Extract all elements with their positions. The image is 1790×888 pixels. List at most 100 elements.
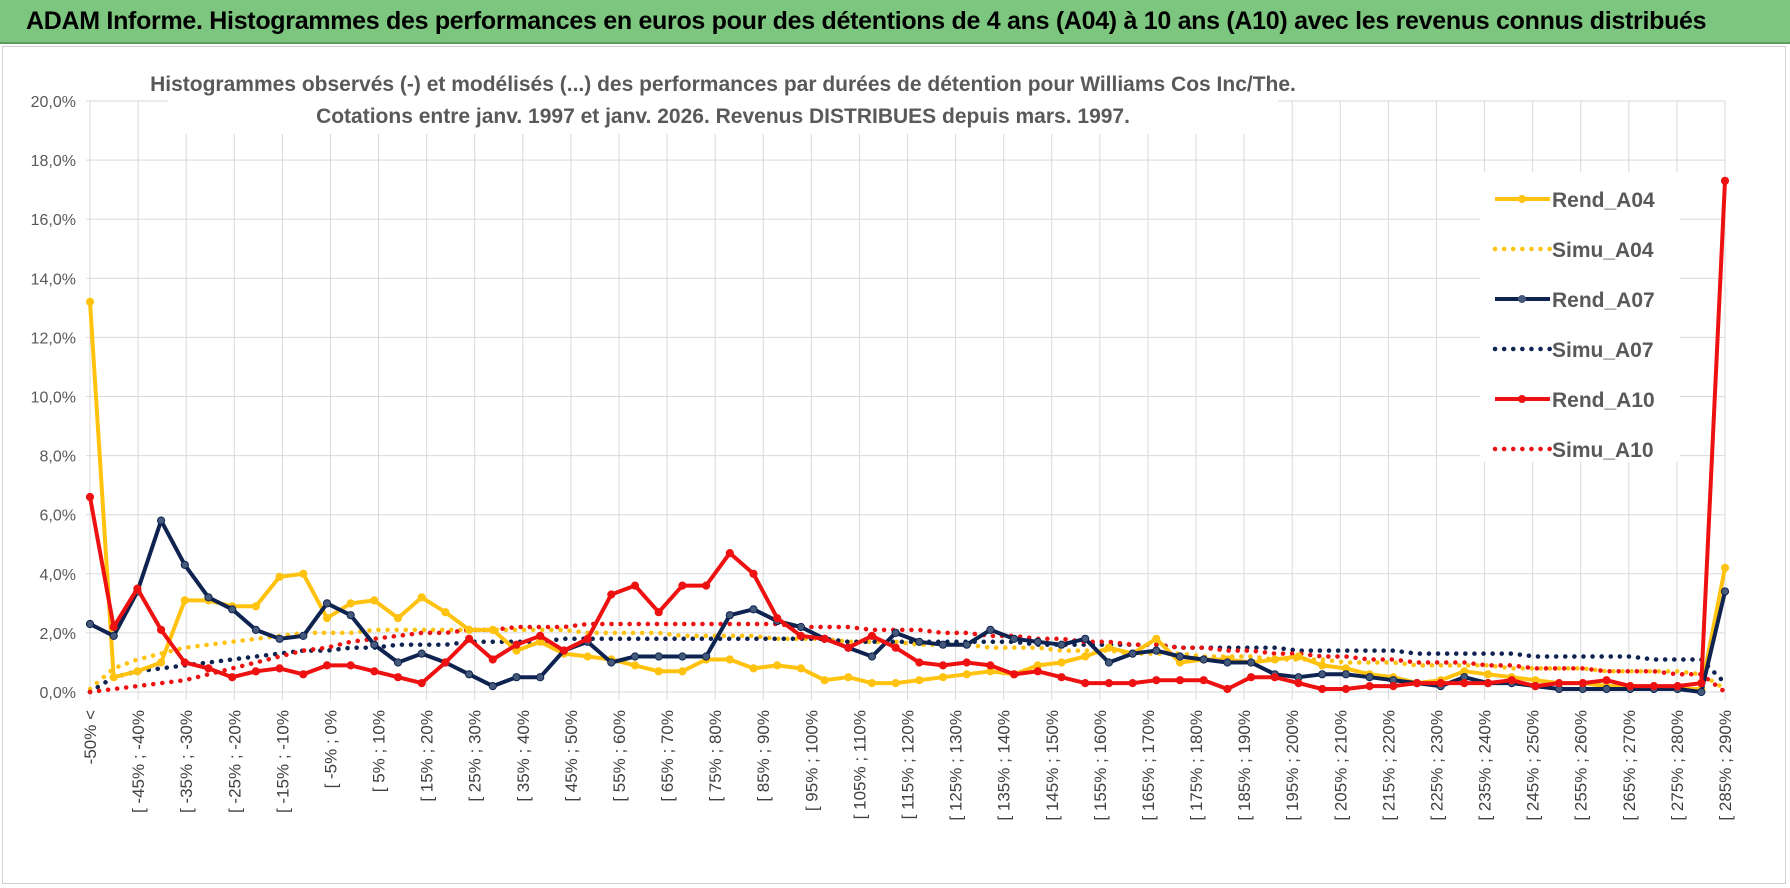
series-rend_a10-point <box>1412 679 1422 688</box>
series-rend_a04-point <box>1057 658 1066 667</box>
series-rend_a10-point <box>559 646 569 655</box>
series-rend_a04-point <box>820 676 829 685</box>
series-rend_a04-point <box>393 614 403 623</box>
series-rend_a04-point <box>938 673 948 682</box>
x-tick-label: [ 165% ; 170% <box>1139 710 1158 821</box>
series-rend_a10-point <box>204 664 213 673</box>
series-rend_a04-point <box>133 667 142 676</box>
y-tick-label: 10,0% <box>31 390 76 407</box>
series-rend_a07-point <box>1318 670 1327 679</box>
series-rend_a07-point <box>607 658 616 667</box>
series-rend_a10-point <box>962 658 971 667</box>
series-rend_a10-point <box>1081 679 1090 688</box>
series-rend_a04-point <box>157 658 166 667</box>
y-tick-label: 0,0% <box>40 685 76 702</box>
x-tick-label: [ 65% ; 70% <box>658 710 677 802</box>
series-rend_a10-point <box>1341 684 1351 694</box>
series-rend_a07-point <box>109 631 118 641</box>
series-rend_a07-point <box>1104 658 1114 667</box>
series-rend_a04-point <box>1318 661 1327 670</box>
series-rend_a07-point <box>536 673 545 682</box>
x-tick-label: [ 265% ; 270% <box>1620 710 1639 821</box>
series-rend_a04-point <box>417 593 426 602</box>
series-rend_a10-point <box>1555 679 1564 688</box>
series-rend_a10-point <box>1602 676 1611 685</box>
legend-label-simu_a04: Simu_A04 <box>1552 239 1654 262</box>
x-tick-label: [ 145% ; 150% <box>1043 710 1062 821</box>
y-tick-label: 2,0% <box>40 626 76 643</box>
series-rend_a07-point <box>465 670 474 679</box>
series-rend_a07-point <box>1697 687 1706 697</box>
legend-label-simu_a07: Simu_A07 <box>1552 339 1654 362</box>
x-tick-label: [ -35% ; -30% <box>177 710 196 813</box>
x-tick-label: [ 215% ; 220% <box>1379 710 1398 821</box>
legend: Rend_A04 Simu_A04 Rend_A07 Simu_A07 Rend_A10… <box>1480 172 1680 462</box>
series-rend_a07-point <box>1033 637 1042 646</box>
series-rend_a04-point <box>725 655 734 664</box>
series-rend_a04-point <box>85 297 95 306</box>
series-rend_a10-point <box>1010 670 1019 679</box>
x-tick-label: [ 285% ; 290% <box>1716 710 1735 821</box>
series-rend_a10-point <box>1460 679 1469 688</box>
series-rend_a04-point <box>441 608 450 617</box>
series-rend_a10-point <box>891 643 900 652</box>
series-rend_a10-point <box>393 673 403 682</box>
x-tick-label: [ 105% ; 110% <box>850 710 869 819</box>
legend-marker-rend_a07 <box>1518 295 1526 303</box>
x-tick-label: [ 35% ; 40% <box>514 710 533 802</box>
series-rend_a07-point <box>986 625 995 635</box>
series-rend_a10-point <box>1033 667 1042 676</box>
series-rend_a04-point <box>962 670 971 679</box>
series-rend_a10-point <box>1436 679 1445 688</box>
series-rend_a10-point <box>1673 682 1682 691</box>
legend-label-rend_a07: Rend_A07 <box>1552 289 1655 312</box>
y-tick-label: 20,0% <box>31 94 76 111</box>
series-rend_a04-point <box>678 667 687 676</box>
series-rend_a07-point <box>796 622 806 632</box>
series-rend_a10-point <box>1365 682 1374 691</box>
y-tick-label: 14,0% <box>31 271 76 288</box>
series-rend_a10-point <box>465 634 474 643</box>
series-rend_a10-point <box>1294 679 1303 688</box>
y-tick-label: 18,0% <box>31 153 76 170</box>
series-rend_a07-point <box>1152 646 1161 655</box>
series-rend_a07-point <box>938 640 948 649</box>
series-rend_a07-point <box>630 652 640 661</box>
series-rend_a10-point <box>1152 676 1161 685</box>
series-rend_a07-point <box>299 631 308 641</box>
series-rend_a07-point <box>346 611 355 620</box>
gridlines <box>86 100 1726 700</box>
series-rend_a04-point <box>844 673 853 682</box>
legend-label-simu_a10: Simu_A10 <box>1552 439 1654 462</box>
series-rend_a07-point <box>1175 652 1185 661</box>
banner-title: ADAM Informe. Histogrammes des performan… <box>26 7 1707 35</box>
series-rend_a10-point <box>1578 679 1587 688</box>
x-tick-label: [ 25% ; 30% <box>466 710 485 802</box>
chart-title: Histogrammes observés (-) et modélisés (… <box>150 73 1296 96</box>
series-rend_a10-line <box>88 180 1727 691</box>
series-rend_a07-point <box>228 605 237 614</box>
x-tick-label: [ 155% ; 160% <box>1091 710 1110 821</box>
series-rend_a04-point <box>488 625 497 635</box>
series-rend_a07-point <box>1081 634 1090 643</box>
series-rend_a10-point <box>133 584 142 593</box>
series-rend_a10-point <box>749 569 758 578</box>
legend-marker-rend_a04 <box>1518 195 1526 203</box>
y-tick-label: 8,0% <box>40 449 76 466</box>
series-rend_a07-point <box>275 634 284 643</box>
series-rend_a07-point <box>488 682 497 691</box>
legend-label-rend_a10: Rend_A10 <box>1552 389 1655 412</box>
series-rend_a04-point <box>1152 634 1161 643</box>
title-background <box>168 66 1278 134</box>
x-tick-label: -50% < <box>81 710 100 764</box>
series-rend_a10-point <box>1223 684 1232 694</box>
series-rend_a10-point <box>1270 673 1279 682</box>
series-rend_a10-point <box>773 614 782 623</box>
series-rend_a10-point <box>867 631 877 641</box>
x-tick-label: [ 15% ; 20% <box>418 710 437 802</box>
series-rend_a07-point <box>393 658 403 667</box>
series-rend_a10-point <box>346 661 355 670</box>
series-rend_a07-point <box>678 652 687 661</box>
